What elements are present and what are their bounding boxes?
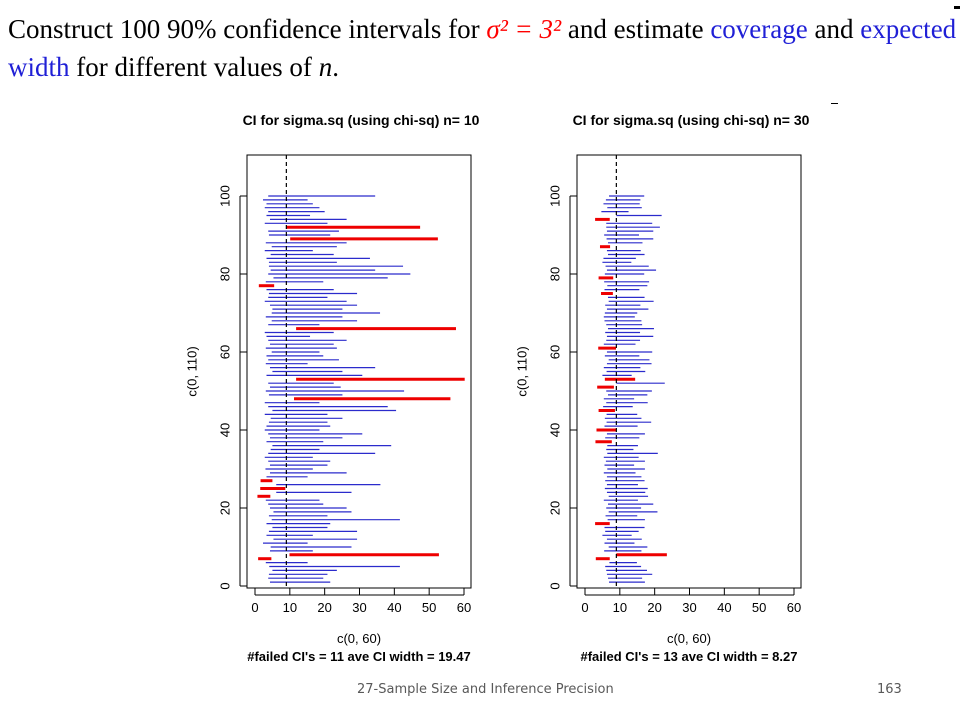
x-tick-label-n10-0: 0	[251, 600, 258, 615]
y-tick-label-n30-100: 100	[548, 185, 563, 207]
x-tick-label-n30-60: 60	[787, 600, 801, 615]
failed-ci-caption-n30: #failed CI's = 13 ave CI width = 8.27	[581, 649, 798, 664]
chart-title-n10: CI for sigma.sq (using chi-sq) n= 10	[243, 112, 480, 128]
y-tick-label-n30-40: 40	[548, 423, 563, 437]
x-tick-label-n10-10: 10	[283, 600, 297, 615]
y-axis-label-n10: c(0, 110)	[185, 346, 200, 396]
x-tick-label-n30-40: 40	[717, 600, 731, 615]
y-tick-label-n10-80: 80	[218, 267, 233, 281]
failed-ci-caption-n10: #failed CI's = 11 ave CI width = 19.47	[247, 649, 470, 664]
sigma-formula: σ² = 3²	[486, 14, 562, 44]
x-tick-label-n10-60: 60	[457, 600, 471, 615]
n-variable: n	[318, 52, 333, 82]
corner-mark-small	[831, 103, 838, 104]
y-tick-label-n30-20: 20	[548, 501, 563, 515]
y-tick-label-n30-0: 0	[548, 582, 563, 589]
y-axis-label-n30: c(0, 110)	[515, 346, 530, 396]
x-axis-label-n10: c(0, 60)	[337, 631, 381, 646]
x-axis-label-n30: c(0, 60)	[667, 631, 711, 646]
page-number: 163	[877, 682, 902, 697]
x-tick-label-n10-20: 20	[317, 600, 331, 615]
x-tick-label-n30-30: 30	[682, 600, 696, 615]
expected-width-term: expected width	[8, 14, 957, 82]
y-tick-label-n10-20: 20	[218, 501, 233, 515]
headline-text-2: and estimate	[561, 14, 711, 44]
slide-headline: Construct 100 90% confidence intervals f…	[8, 10, 958, 86]
y-tick-label-n30-60: 60	[548, 345, 563, 359]
x-tick-label-n30-10: 10	[613, 600, 627, 615]
x-tick-label-n30-20: 20	[647, 600, 661, 615]
headline-text-1: Construct 100 90% confidence intervals f…	[8, 14, 487, 44]
y-tick-label-n10-60: 60	[218, 345, 233, 359]
chart-title-n30: CI for sigma.sq (using chi-sq) n= 30	[573, 112, 810, 128]
y-tick-label-n10-100: 100	[218, 185, 233, 207]
x-tick-label-n10-50: 50	[422, 600, 436, 615]
corner-mark-top	[954, 6, 960, 9]
y-tick-label-n30-80: 80	[548, 267, 563, 281]
x-tick-label-n10-30: 30	[352, 600, 366, 615]
headline-text-3: and	[807, 14, 861, 44]
y-tick-label-n10-40: 40	[218, 423, 233, 437]
coverage-term: coverage	[710, 14, 808, 44]
x-tick-label-n30-50: 50	[752, 600, 766, 615]
x-tick-label-n10-40: 40	[387, 600, 401, 615]
x-tick-label-n30-0: 0	[581, 600, 588, 615]
y-tick-label-n10-0: 0	[218, 582, 233, 589]
headline-text-5: .	[332, 52, 339, 82]
headline-text-4: for different values of	[69, 52, 319, 82]
footer-title: 27-Sample Size and Inference Precision	[357, 682, 614, 697]
